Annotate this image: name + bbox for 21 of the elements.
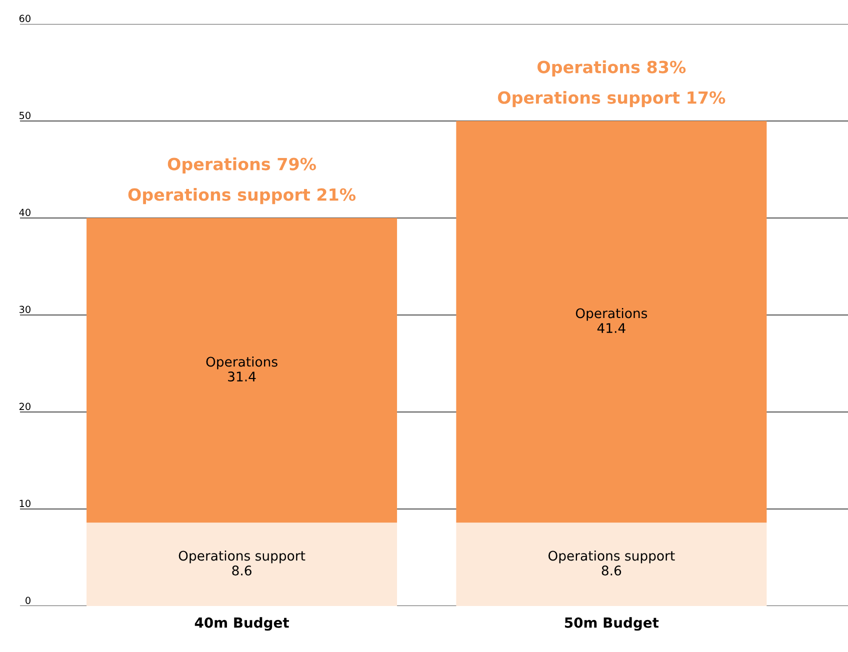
y-tick-label: 50 (19, 112, 30, 120)
text: Operations support (548, 550, 675, 564)
x-tick-label: 50m Budget (564, 617, 659, 631)
text: Operations (576, 308, 648, 321)
x-tick-label: 40m Budget (194, 617, 289, 631)
annotation: Operations 83% (538, 60, 686, 77)
series-label: Operations support (178, 550, 306, 564)
data-label: 31.4 (228, 372, 256, 382)
data-label: 8.6 (232, 566, 252, 576)
y-tick-label: 10 (20, 500, 30, 508)
y-tick-label: 60 (19, 14, 30, 22)
annotation: Operations support 17% (498, 90, 726, 108)
annotation: Operations support 21% (128, 188, 356, 204)
annotation: Operations 79% (168, 157, 316, 174)
y-tick-label: 20 (19, 402, 30, 410)
data-label: 8.6 (602, 566, 622, 576)
y-tick-label: 0 (26, 596, 30, 604)
series-label: Operations (206, 356, 278, 370)
y-tick-label: 40 (19, 208, 30, 216)
data-label: 41.4 (597, 323, 626, 333)
y-tick-label: 30 (19, 306, 30, 314)
